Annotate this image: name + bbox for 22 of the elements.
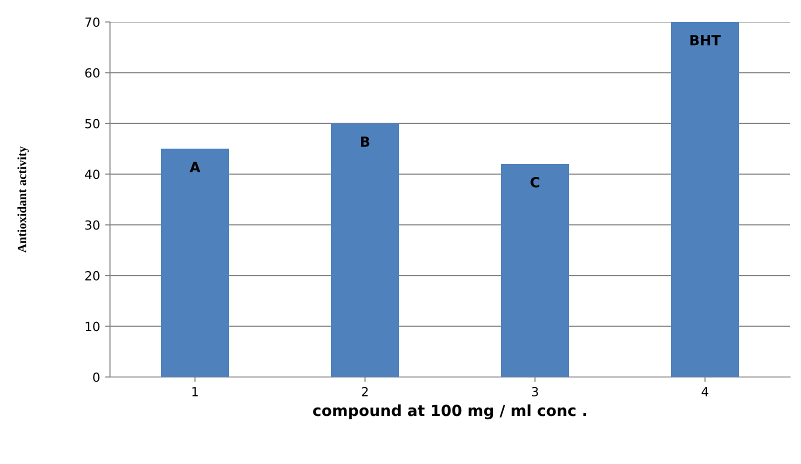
y-tick-label: 70 [85, 17, 100, 27]
y-tick-label: 30 [85, 220, 100, 230]
y-tick-label: 60 [85, 68, 100, 78]
x-tick-label: 1 [192, 387, 198, 396]
annotation: A [190, 162, 200, 172]
y-tick-label: 10 [86, 322, 100, 332]
x-tick-label: 3 [532, 386, 538, 396]
x-tick-label: 2 [362, 386, 368, 396]
y-tick-label: 40 [84, 170, 100, 180]
y-axis-title: Antioxidant activity [17, 146, 29, 253]
x-axis-title: compound at 100 mg / ml conc . [313, 404, 586, 420]
y-tick-label: 0 [93, 372, 100, 382]
y-tick-label: 20 [85, 271, 100, 280]
annotation: BHT [690, 35, 721, 46]
annotation: B [360, 136, 370, 147]
bar [671, 22, 739, 377]
bar [161, 148, 229, 377]
annotation: C [530, 176, 540, 188]
bar [501, 164, 569, 377]
x-tick-label: 4 [702, 387, 708, 396]
y-tick-label: 50 [85, 118, 100, 128]
bar [331, 123, 399, 377]
